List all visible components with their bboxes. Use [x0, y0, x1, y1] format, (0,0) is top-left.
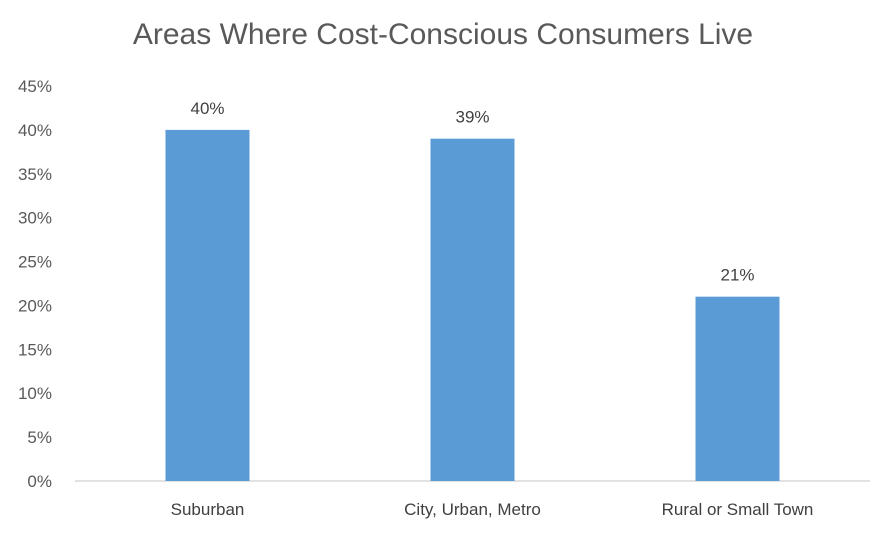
y-tick-label: 30% [18, 209, 52, 228]
category-label: City, Urban, Metro [404, 500, 541, 519]
data-label: 39% [455, 108, 489, 127]
data-label: 40% [190, 99, 224, 118]
y-tick-label: 0% [27, 472, 52, 491]
y-tick-label: 5% [27, 428, 52, 447]
category-label: Rural or Small Town [662, 500, 814, 519]
y-tick-label: 40% [18, 121, 52, 140]
y-tick-label: 35% [18, 165, 52, 184]
y-tick-label: 20% [18, 296, 52, 315]
y-tick-label: 10% [18, 384, 52, 403]
bar-1 [165, 129, 250, 481]
bar-3 [695, 296, 780, 481]
y-tick-label: 15% [18, 340, 52, 359]
bar-2 [430, 138, 515, 481]
category-label: Suburban [171, 500, 245, 519]
y-tick-label: 45% [18, 77, 52, 96]
y-tick-label: 25% [18, 253, 52, 272]
data-label: 21% [720, 266, 754, 285]
chart-title: Areas Where Cost-Conscious Consumers Liv… [132, 18, 754, 51]
